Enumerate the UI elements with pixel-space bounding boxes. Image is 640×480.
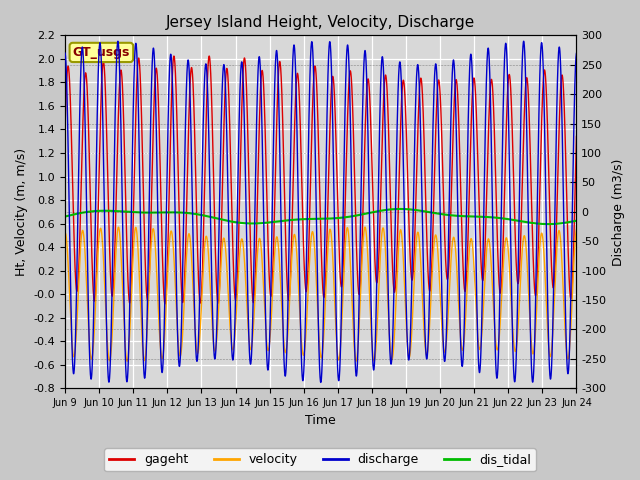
Legend: gageht, velocity, discharge, dis_tidal: gageht, velocity, discharge, dis_tidal: [104, 448, 536, 471]
Title: Jersey Island Height, Velocity, Discharge: Jersey Island Height, Velocity, Discharg…: [166, 15, 476, 30]
Y-axis label: Ht, Velocity (m, m/s): Ht, Velocity (m, m/s): [15, 148, 28, 276]
Text: GT_usgs: GT_usgs: [73, 46, 130, 59]
X-axis label: Time: Time: [305, 414, 336, 427]
Y-axis label: Discharge (m3/s): Discharge (m3/s): [612, 158, 625, 265]
